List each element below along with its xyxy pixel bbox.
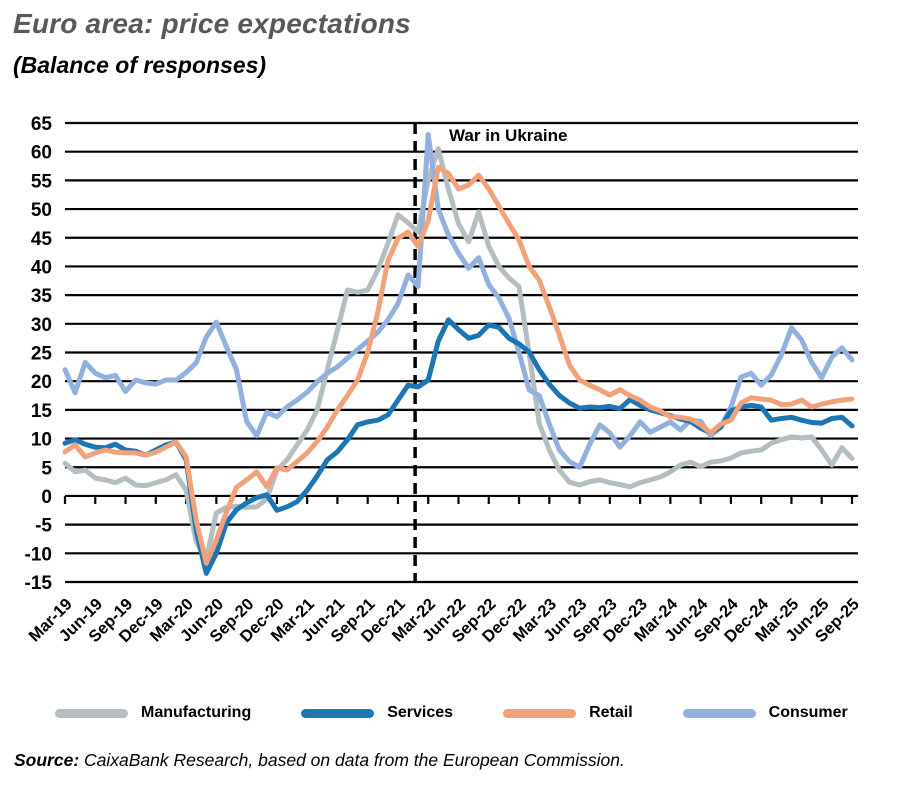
services-swatch-icon <box>301 708 375 718</box>
series-line-services <box>62 317 855 576</box>
legend-item-services: Services <box>301 704 453 722</box>
y-tick-label: 45 <box>31 229 53 250</box>
series-line-manufacturing <box>62 146 855 562</box>
y-tick-label: 35 <box>31 286 53 307</box>
legend-item-consumer: Consumer <box>682 704 848 722</box>
y-tick-label: 55 <box>31 171 53 192</box>
y-tick-label: 40 <box>31 257 52 278</box>
gridlines <box>65 121 858 584</box>
chart-canvas: 65605550454035302520151050-5-10-15Mar-19… <box>25 114 863 647</box>
y-tick-label: -5 <box>35 516 52 537</box>
y-tick-label: 30 <box>31 315 52 336</box>
zero-axis-ticks <box>63 495 854 504</box>
source-prefix: Source: <box>14 750 80 770</box>
x-axis-labels: Mar-19Jun-19Sep-19Dec-19Mar-20Jun-20Sep-… <box>25 595 862 647</box>
legend-label-consumer: Consumer <box>768 704 848 721</box>
series-line-retail <box>62 164 855 566</box>
y-tick-label: 60 <box>31 143 52 164</box>
y-tick-label: 15 <box>31 401 53 422</box>
chart-title: Euro area: price expectations <box>13 8 411 39</box>
legend-item-manufacturing: Manufacturing <box>55 704 251 722</box>
legend-label-services: Services <box>387 704 454 721</box>
chart-subtitle: (Balance of responses) <box>13 52 267 78</box>
y-tick-label: 5 <box>41 458 52 479</box>
source-text: CaixaBank Research, based on data from t… <box>79 750 625 770</box>
y-tick-label: 10 <box>31 430 52 451</box>
legend-label-retail: Retail <box>589 704 633 721</box>
y-tick-label: -10 <box>25 544 52 565</box>
y-tick-label: 20 <box>31 372 52 393</box>
y-tick-label: 50 <box>31 200 52 221</box>
legend-item-retail: Retail <box>503 704 633 722</box>
consumer-swatch-icon <box>682 708 756 718</box>
source-note: Source: CaixaBank Research, based on dat… <box>14 750 625 771</box>
y-tick-label: -15 <box>25 573 53 594</box>
retail-swatch-icon <box>503 708 577 718</box>
manufacturing-swatch-icon <box>55 708 128 718</box>
chart-area: 65 60 55 50 45 40 35 30 25 20 15 10 5 0 -5 -10 -15 Mar-19… <box>0 105 900 700</box>
y-tick-label: 0 <box>41 487 52 508</box>
y-tick-label: 25 <box>31 344 53 365</box>
y-tick-label: 65 <box>31 114 53 135</box>
war-annotation-label: War in Ukraine <box>449 126 568 145</box>
legend-label-manufacturing: Manufacturing <box>141 704 252 721</box>
legend: Manufacturing Services Retail Consumer <box>55 704 855 722</box>
